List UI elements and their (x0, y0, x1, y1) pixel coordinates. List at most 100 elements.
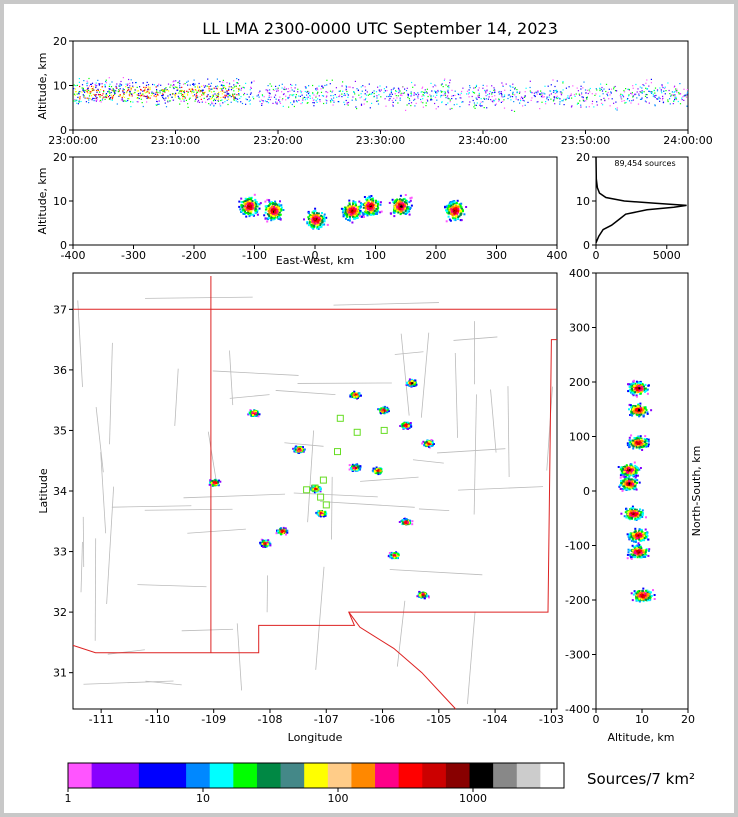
time-source-mark (583, 100, 585, 102)
map-source-mark (260, 545, 263, 547)
ew-source-mark (352, 204, 355, 207)
ew-source-mark (366, 205, 369, 208)
time-source-mark (292, 95, 294, 97)
time-source-mark (668, 89, 670, 92)
time-source-mark (400, 94, 402, 96)
map-source-mark (386, 411, 389, 414)
time-source-mark (449, 101, 451, 103)
ew-source-mark (404, 199, 407, 202)
time-source-mark (175, 80, 177, 82)
ew-source-mark (451, 215, 454, 218)
ew-source-mark (393, 208, 396, 211)
time-source-mark (99, 96, 101, 98)
time-source-mark (566, 97, 568, 99)
time-source-mark (114, 92, 116, 94)
time-source-mark (266, 101, 268, 103)
time-source-mark (290, 87, 292, 89)
map-source-mark (360, 394, 362, 397)
time-source-mark (457, 93, 459, 95)
map-source-mark (280, 532, 282, 535)
time-source-mark (88, 77, 90, 80)
ew-source-mark (244, 200, 247, 202)
time-source-mark (122, 77, 124, 79)
ns-source-mark (632, 394, 635, 397)
time-source-mark (211, 103, 213, 105)
ew-source-mark (321, 219, 324, 221)
map-source-mark (353, 468, 356, 471)
county-line (181, 628, 234, 632)
time-source-mark (88, 85, 91, 87)
map-source-mark (263, 544, 266, 547)
time-source-mark (393, 97, 395, 100)
map-source-mark (423, 444, 426, 447)
time-source-mark (355, 106, 357, 108)
time-source-mark (600, 88, 603, 90)
time-source-mark (339, 90, 341, 92)
time-source-mark (78, 100, 80, 102)
time-source-mark (514, 94, 516, 96)
time-source-mark (627, 88, 629, 90)
time-source-mark (86, 91, 88, 93)
time-source-mark (671, 94, 673, 96)
time-source-mark (651, 91, 653, 93)
time-source-mark (410, 95, 412, 97)
map-source-mark (351, 463, 354, 466)
ew-source-mark (408, 205, 411, 208)
time-source-mark (625, 101, 627, 104)
map-source-mark (421, 595, 424, 598)
time-source-mark (258, 96, 260, 98)
map-source-mark (405, 520, 408, 523)
time-source-mark (675, 98, 677, 100)
time-source-mark (312, 102, 314, 104)
time-source-mark (544, 85, 546, 87)
map-source-mark (255, 413, 258, 416)
map-source-mark (247, 413, 250, 416)
time-source-mark (291, 89, 293, 91)
ew-source-mark (273, 213, 276, 216)
time-source-mark (303, 96, 305, 98)
time-source-mark (330, 101, 332, 103)
ew-source-mark (318, 222, 320, 225)
time-source-mark (78, 101, 80, 103)
time-source-mark (550, 98, 552, 100)
time-source-mark (478, 92, 480, 94)
time-source-mark (179, 87, 181, 89)
ew-source-mark (354, 201, 357, 204)
time-source-mark (122, 90, 124, 92)
time-source-mark (383, 91, 385, 94)
time-source-mark (88, 97, 90, 99)
time-source-mark (673, 95, 675, 97)
ew-source-mark (409, 208, 411, 210)
map-source-mark (405, 518, 408, 521)
ew-source-mark (456, 209, 459, 212)
time-source-mark (459, 94, 461, 96)
time-source-mark (127, 99, 129, 102)
ew-source-mark (399, 213, 402, 216)
time-source-mark (249, 103, 251, 105)
time-source-mark (190, 89, 192, 91)
ew-source-mark (390, 212, 392, 215)
time-source-mark (110, 91, 112, 94)
time-source-mark (215, 98, 217, 100)
time-source-mark (203, 92, 205, 94)
time-source-mark (158, 103, 160, 105)
time-source-mark (195, 89, 197, 92)
ew-source-mark (379, 211, 382, 214)
time-source-mark (421, 91, 423, 93)
time-source-mark (289, 95, 291, 97)
time-source-mark (228, 88, 230, 90)
time-source-mark (195, 95, 197, 97)
time-source-mark (224, 94, 226, 96)
time-source-mark (106, 94, 108, 96)
time-source-mark (426, 88, 428, 90)
time-source-mark (184, 97, 186, 99)
time-source-mark (674, 91, 676, 93)
ew-source-mark (352, 200, 355, 203)
time-source-mark (516, 89, 518, 91)
time-source-mark (623, 100, 625, 102)
map-source-mark (379, 469, 382, 472)
time-source-mark (332, 95, 334, 97)
time-source-mark (596, 89, 598, 91)
time-source-mark (607, 95, 609, 97)
map-source-mark (424, 595, 427, 598)
